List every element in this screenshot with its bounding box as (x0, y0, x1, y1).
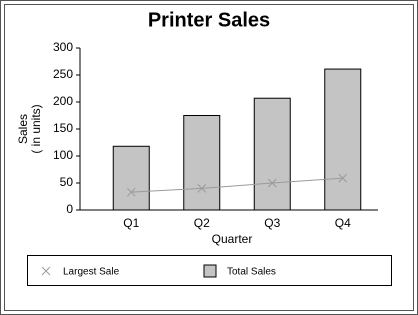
y-tick-label: 100 (53, 148, 73, 162)
inner-border (4, 4, 414, 311)
y-tick-label: 50 (60, 175, 74, 189)
y-tick-label: 150 (53, 121, 73, 135)
legend-label: Total Sales (227, 267, 276, 278)
x-tick-label: Q1 (123, 216, 139, 230)
bar (112, 145, 150, 211)
line (131, 177, 343, 193)
bar (324, 68, 362, 211)
x-tick-label: Q3 (264, 216, 280, 230)
y-tick-label: 250 (53, 67, 73, 81)
legend-label: Largest Sale (63, 267, 120, 278)
x-axis-label: Quarter (212, 232, 253, 246)
chart-title: Printer Sales (148, 9, 270, 31)
bar (253, 97, 291, 211)
y-axis-label: Sales (16, 114, 30, 144)
x-tick-label: Q4 (335, 216, 351, 230)
x-tick-label: Q2 (194, 216, 210, 230)
marker (126, 187, 136, 197)
marker (338, 173, 348, 183)
bar (183, 115, 221, 211)
marker (267, 178, 277, 188)
y-axis-label: ( in units) (29, 104, 43, 153)
marker (41, 266, 51, 276)
y-tick-label: 300 (53, 40, 73, 54)
y-tick-label: 200 (53, 94, 73, 108)
y-tick-label: 0 (66, 202, 73, 216)
legend-swatch (203, 264, 217, 278)
marker (197, 184, 207, 193)
